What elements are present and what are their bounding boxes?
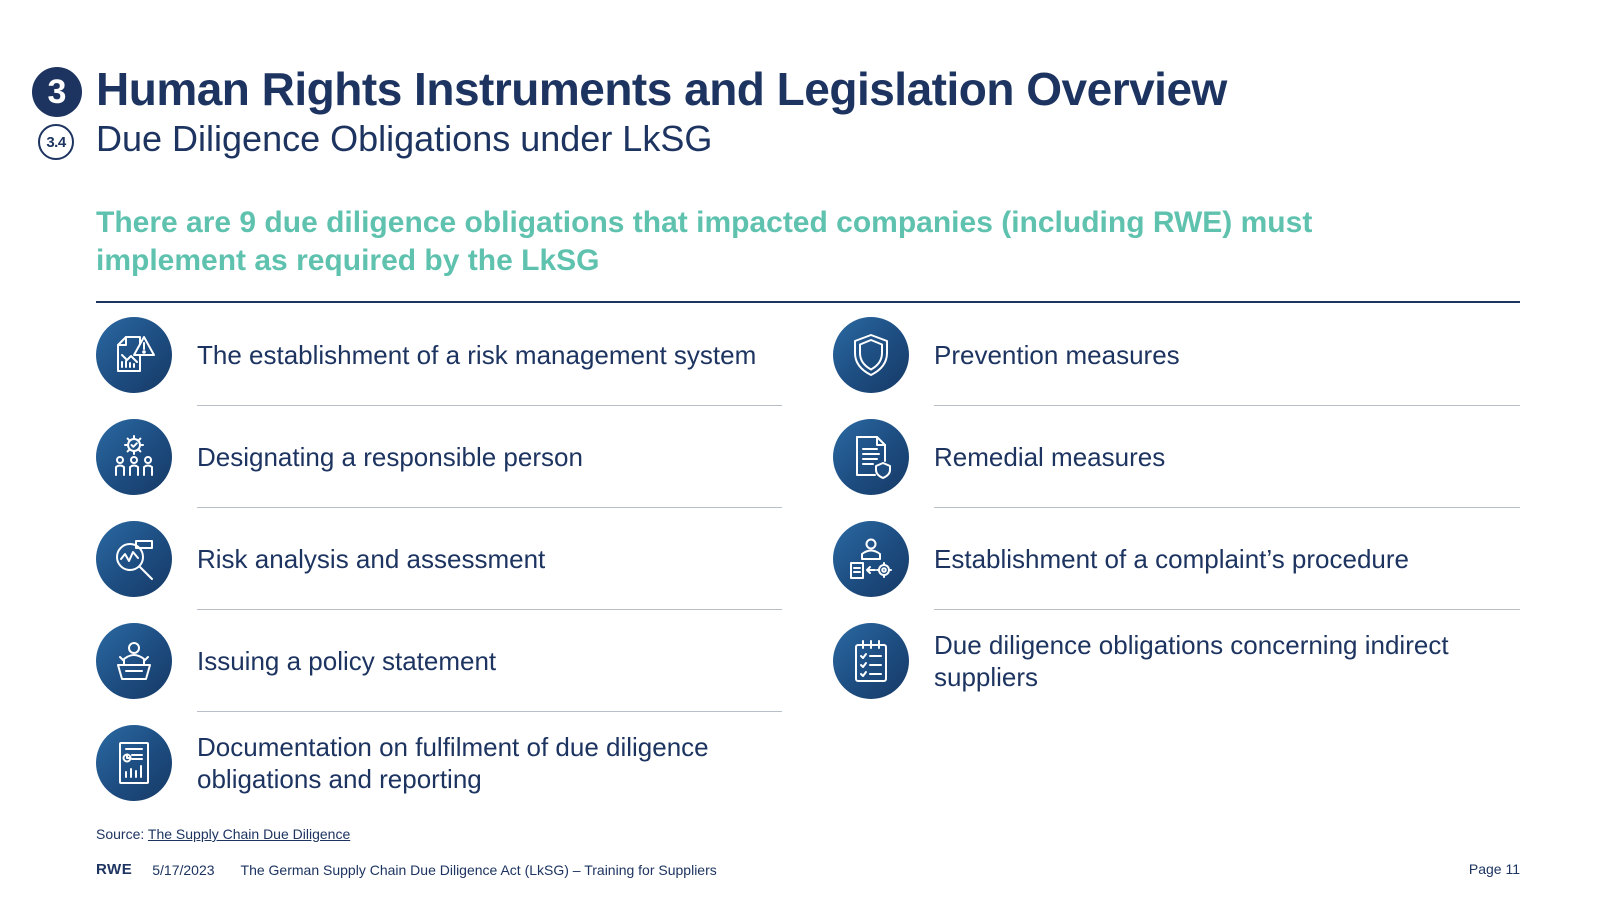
row-divider <box>197 405 782 406</box>
person-process-icon <box>833 521 909 597</box>
report-document-icon <box>96 725 172 801</box>
subsection-number-badge: 3.4 <box>38 124 74 160</box>
obligation-text: Due diligence obligations concerning ind… <box>934 630 1449 692</box>
page-number: Page 11 <box>1468 861 1520 877</box>
source-label: Source: <box>96 826 148 842</box>
source-note: Source: The Supply Chain Due Diligence <box>96 826 350 842</box>
header-divider <box>96 301 1520 303</box>
obligation-text: Issuing a policy statement <box>197 646 497 676</box>
obligation-text: The establishment of a risk management s… <box>197 340 757 370</box>
obligation-text: Remedial measures <box>934 442 1166 472</box>
obligation-item: Issuing a policy statement <box>96 610 782 712</box>
footer-document-title: The German Supply Chain Due Diligence Ac… <box>240 861 717 878</box>
obligation-text: Prevention measures <box>934 340 1180 370</box>
footer-date: 5/17/2023 <box>152 861 215 878</box>
row-divider <box>934 405 1520 406</box>
document-shield-icon <box>833 419 909 495</box>
obligation-item: Establishment of a complaint’s procedure <box>833 508 1520 610</box>
footer: RWE 5/17/2023 The German Supply Chain Du… <box>96 861 717 878</box>
risk-chart-icon <box>96 317 172 393</box>
obligation-item: Designating a responsible person <box>96 406 782 508</box>
lead-statement: There are 9 due diligence obligations th… <box>96 206 1313 277</box>
source-link[interactable]: The Supply Chain Due Diligence <box>147 826 351 842</box>
page-title: Human Rights Instruments and Legislation… <box>96 63 1227 115</box>
obligation-item: Due diligence obligations concerning ind… <box>833 610 1520 712</box>
obligation-item: Risk analysis and assessment <box>96 508 782 610</box>
obligation-text: Risk analysis and assessment <box>197 544 546 574</box>
obligation-item: Documentation on fulfilment of due dilig… <box>96 712 782 814</box>
obligation-text: Documentation on fulfilment of due dilig… <box>197 732 709 794</box>
obligation-text: Designating a responsible person <box>197 442 583 472</box>
brand-logo: RWE <box>96 861 133 878</box>
section-number-badge: 3 <box>32 67 82 117</box>
shield-icon <box>833 317 909 393</box>
obligation-item: Remedial measures <box>833 406 1520 508</box>
page-subtitle: Due Diligence Obligations under LkSG <box>96 118 713 159</box>
checklist-icon <box>833 623 909 699</box>
row-divider <box>197 609 782 610</box>
row-divider <box>934 507 1520 508</box>
row-divider <box>197 507 782 508</box>
row-divider <box>934 609 1520 610</box>
team-gear-icon <box>96 419 172 495</box>
podium-speaker-icon <box>96 623 172 699</box>
obligation-text: Establishment of a complaint’s procedure <box>934 544 1409 574</box>
obligation-item: The establishment of a risk management s… <box>96 304 782 406</box>
row-divider <box>197 711 782 712</box>
magnifier-chart-icon <box>96 521 172 597</box>
obligation-item: Prevention measures <box>833 304 1520 406</box>
